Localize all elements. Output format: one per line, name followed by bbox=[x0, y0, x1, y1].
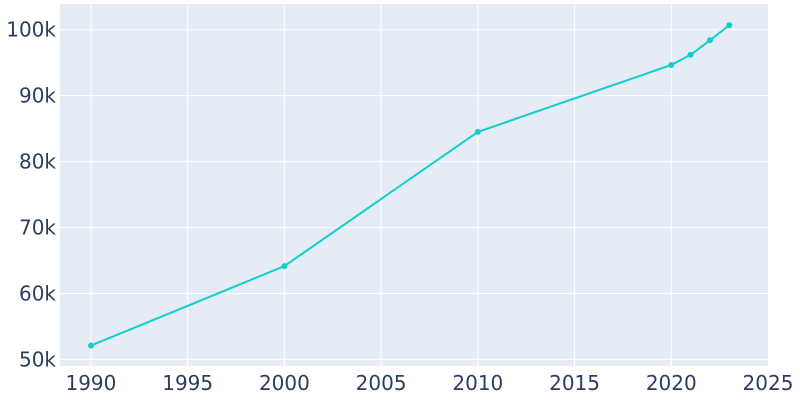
x-tick-label: 2025 bbox=[743, 371, 794, 395]
x-tick-label: 2010 bbox=[452, 371, 503, 395]
x-tick-label: 1995 bbox=[162, 371, 213, 395]
data-point bbox=[687, 51, 694, 58]
y-tick-label: 60k bbox=[19, 281, 56, 305]
x-tick-label: 2015 bbox=[549, 371, 600, 395]
data-point bbox=[726, 22, 733, 29]
series-layer bbox=[87, 22, 733, 349]
y-tick-label: 80k bbox=[19, 150, 56, 174]
x-tick-label: 1990 bbox=[65, 371, 116, 395]
data-point bbox=[281, 263, 288, 270]
y-tick-label: 70k bbox=[19, 216, 56, 240]
data-point bbox=[706, 37, 713, 44]
x-tick-label: 2000 bbox=[259, 371, 310, 395]
plot-background bbox=[60, 4, 768, 366]
y-tick-label: 90k bbox=[19, 84, 56, 108]
grid-lines bbox=[60, 4, 768, 366]
x-tick-label: 2005 bbox=[356, 371, 407, 395]
y-axis-tick-labels: 50k 60k 70k 80k 90k 100k bbox=[6, 18, 56, 372]
y-tick-label: 50k bbox=[19, 347, 56, 371]
x-tick-label: 2020 bbox=[646, 371, 697, 395]
data-point bbox=[87, 342, 94, 349]
data-point bbox=[668, 61, 675, 68]
y-tick-label: 100k bbox=[6, 18, 56, 42]
data-point bbox=[474, 128, 481, 135]
x-axis-tick-labels: 1990 1995 2000 2005 2010 2015 2020 2025 bbox=[65, 371, 793, 395]
